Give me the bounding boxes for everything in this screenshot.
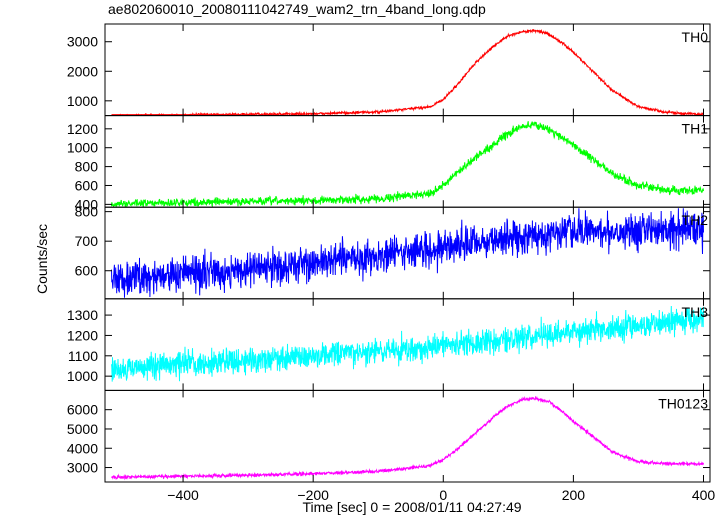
y-tick-label: 5000 [67, 421, 98, 437]
panel-label: TH1 [682, 121, 709, 137]
y-tick-label: 400 [75, 196, 99, 212]
x-tick-label: 400 [692, 487, 716, 503]
y-tick-label: 6000 [67, 402, 98, 418]
series-line-th1 [111, 121, 704, 209]
y-tick-label: 3000 [67, 34, 98, 50]
y-tick-label: 1300 [67, 307, 98, 323]
y-tick-label: 2000 [67, 63, 98, 79]
y-tick-label: 4000 [67, 440, 98, 456]
y-tick-label: 600 [75, 177, 99, 193]
x-tick-label: 0 [439, 487, 447, 503]
series-line-th3 [111, 305, 704, 382]
x-tick-label: 200 [562, 487, 586, 503]
panel-label: TH3 [682, 304, 709, 320]
y-tick-label: 1000 [67, 368, 98, 384]
y-tick-label: 800 [75, 204, 99, 220]
panel-label: TH2 [682, 212, 709, 228]
x-tick-label: −400 [167, 487, 199, 503]
panel-frame-th3 [104, 298, 711, 391]
panel-frame-th0 [104, 23, 711, 117]
panel-label: TH0 [682, 29, 709, 45]
series-line-th0123 [111, 395, 704, 481]
chart-title: ae802060010_20080111042749_wam2_trn_4ban… [108, 1, 486, 17]
series-line-th2 [111, 208, 704, 298]
y-tick-label: 1100 [68, 348, 98, 364]
y-tick-label: 1200 [67, 121, 98, 137]
y-tick-label: 3000 [67, 460, 98, 476]
y-tick-label: 1200 [67, 327, 98, 343]
x-tick-label: −200 [297, 487, 329, 503]
panel-frame-th0123 [104, 389, 711, 483]
panel-label: TH0123 [658, 395, 708, 411]
y-axis-label: Counts/sec [34, 224, 50, 294]
y-tick-label: 1000 [67, 93, 98, 109]
series-line-th0 [111, 28, 704, 117]
y-tick-label: 700 [75, 233, 99, 249]
y-tick-label: 600 [75, 263, 99, 279]
y-tick-label: 1000 [67, 140, 98, 156]
y-tick-label: 800 [75, 159, 99, 175]
x-axis-label: Time [sec] 0 = 2008/01/11 04:27:49 [302, 499, 521, 515]
